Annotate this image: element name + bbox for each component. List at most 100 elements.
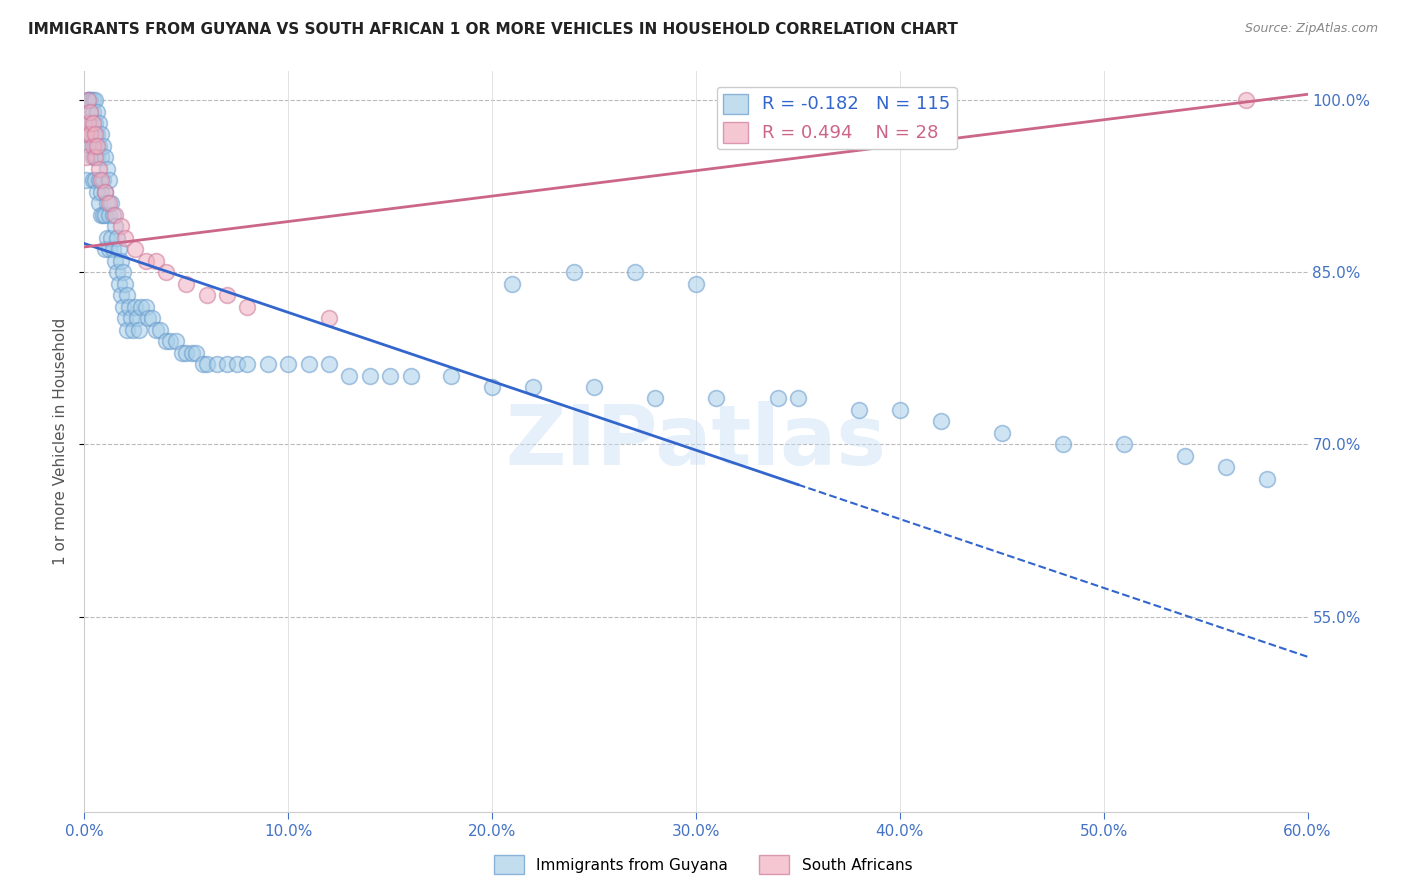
Text: IMMIGRANTS FROM GUYANA VS SOUTH AFRICAN 1 OR MORE VEHICLES IN HOUSEHOLD CORRELAT: IMMIGRANTS FROM GUYANA VS SOUTH AFRICAN … xyxy=(28,22,957,37)
Point xyxy=(86,151,108,165)
Point xyxy=(766,392,789,406)
Point xyxy=(112,265,135,279)
Point xyxy=(104,208,127,222)
Point xyxy=(79,93,101,107)
Point xyxy=(644,392,666,406)
Point xyxy=(562,265,585,279)
Point xyxy=(1174,449,1197,463)
Point xyxy=(1114,437,1136,451)
Point xyxy=(82,173,104,187)
Point xyxy=(1236,93,1258,107)
Point xyxy=(380,368,402,383)
Point xyxy=(159,334,181,348)
Point xyxy=(145,253,167,268)
Point xyxy=(90,185,112,199)
Point xyxy=(87,161,110,176)
Point xyxy=(131,300,153,314)
Point xyxy=(110,219,132,234)
Point xyxy=(105,265,128,279)
Point xyxy=(100,196,122,211)
Point xyxy=(127,311,149,326)
Point xyxy=(624,265,647,279)
Point xyxy=(87,196,110,211)
Point xyxy=(82,139,104,153)
Point xyxy=(205,357,228,371)
Point xyxy=(112,300,135,314)
Point xyxy=(120,311,142,326)
Point xyxy=(79,104,101,119)
Point xyxy=(1256,472,1278,486)
Point xyxy=(339,368,361,383)
Point xyxy=(82,93,104,107)
Point xyxy=(90,151,112,165)
Point xyxy=(122,323,145,337)
Point xyxy=(93,242,115,256)
Point xyxy=(318,357,340,371)
Point xyxy=(195,357,218,371)
Point xyxy=(91,208,114,222)
Point xyxy=(101,208,124,222)
Point xyxy=(93,208,115,222)
Point xyxy=(118,300,141,314)
Point xyxy=(155,334,177,348)
Point xyxy=(929,414,952,428)
Point xyxy=(86,104,108,119)
Point xyxy=(79,116,101,130)
Point xyxy=(359,368,381,383)
Point xyxy=(75,151,97,165)
Point xyxy=(75,128,97,142)
Point xyxy=(100,231,122,245)
Point xyxy=(136,311,159,326)
Point xyxy=(191,357,214,371)
Point xyxy=(87,139,110,153)
Point xyxy=(135,253,157,268)
Point xyxy=(236,357,259,371)
Point xyxy=(186,345,208,359)
Point xyxy=(91,173,114,187)
Point xyxy=(128,323,150,337)
Point xyxy=(77,116,100,130)
Point xyxy=(75,128,97,142)
Point xyxy=(172,345,194,359)
Point xyxy=(257,357,280,371)
Point xyxy=(82,151,104,165)
Point xyxy=(991,425,1014,440)
Point xyxy=(217,357,239,371)
Point xyxy=(77,93,100,107)
Point xyxy=(502,277,524,291)
Point xyxy=(399,368,422,383)
Point xyxy=(114,311,136,326)
Point xyxy=(135,300,157,314)
Point xyxy=(110,253,132,268)
Point xyxy=(86,185,108,199)
Point xyxy=(87,173,110,187)
Point xyxy=(155,265,177,279)
Point xyxy=(86,139,108,153)
Point xyxy=(195,288,218,302)
Point xyxy=(96,196,118,211)
Point xyxy=(114,231,136,245)
Point xyxy=(226,357,249,371)
Point xyxy=(93,185,115,199)
Point xyxy=(114,277,136,291)
Point xyxy=(115,288,138,302)
Point xyxy=(90,173,112,187)
Text: ZIPatlas: ZIPatlas xyxy=(506,401,886,482)
Point xyxy=(145,323,167,337)
Point xyxy=(115,323,138,337)
Point xyxy=(848,403,870,417)
Point xyxy=(86,128,108,142)
Point xyxy=(83,116,105,130)
Point xyxy=(583,380,606,394)
Point xyxy=(277,357,299,371)
Point xyxy=(93,185,115,199)
Point xyxy=(96,161,118,176)
Point xyxy=(79,128,101,142)
Point xyxy=(165,334,187,348)
Point xyxy=(181,345,204,359)
Legend: Immigrants from Guyana, South Africans: Immigrants from Guyana, South Africans xyxy=(488,849,918,880)
Point xyxy=(298,357,321,371)
Legend: R = -0.182   N = 115, R = 0.494    N = 28: R = -0.182 N = 115, R = 0.494 N = 28 xyxy=(717,87,956,150)
Point xyxy=(97,196,120,211)
Point xyxy=(77,93,100,107)
